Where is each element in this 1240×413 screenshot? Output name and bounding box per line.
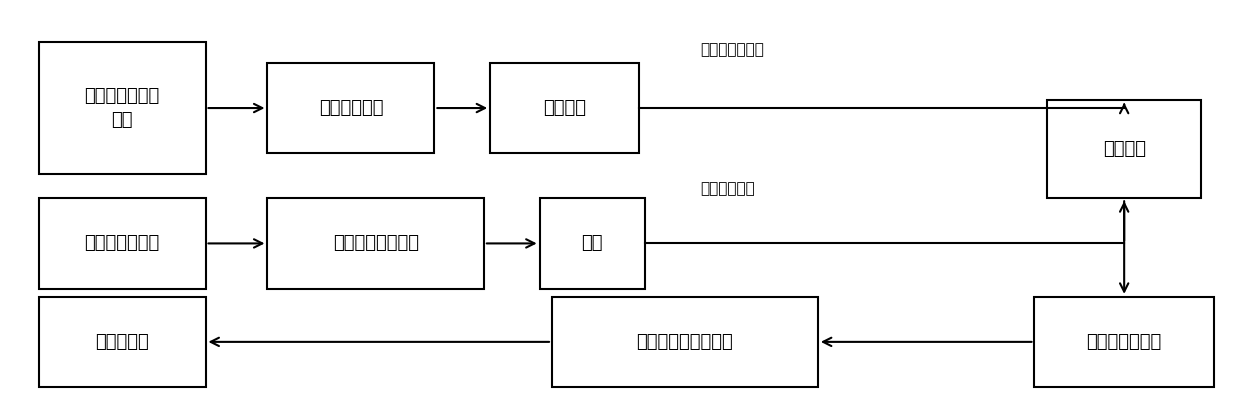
Text: 导电颗粒嵌入: 导电颗粒嵌入 <box>319 99 383 117</box>
FancyBboxPatch shape <box>268 198 484 289</box>
FancyBboxPatch shape <box>1047 100 1202 198</box>
FancyBboxPatch shape <box>490 63 639 153</box>
Text: 烘干: 烘干 <box>582 235 603 252</box>
Text: 有机物溶液制备: 有机物溶液制备 <box>84 235 160 252</box>
Text: 有机物薄膜基材
制备: 有机物薄膜基材 制备 <box>84 87 160 129</box>
FancyBboxPatch shape <box>268 63 434 153</box>
FancyBboxPatch shape <box>38 297 206 387</box>
FancyBboxPatch shape <box>539 198 645 289</box>
Text: 干燥加热: 干燥加热 <box>543 99 585 117</box>
Text: 第二次真空模压成型: 第二次真空模压成型 <box>636 333 733 351</box>
Text: 第一次模压成型: 第一次模压成型 <box>1086 333 1162 351</box>
FancyBboxPatch shape <box>38 198 206 289</box>
FancyBboxPatch shape <box>552 297 818 387</box>
Text: 上下表层材料: 上下表层材料 <box>701 181 755 196</box>
FancyBboxPatch shape <box>38 43 206 174</box>
FancyBboxPatch shape <box>1034 297 1214 387</box>
Text: 多层铺叠: 多层铺叠 <box>1102 140 1146 158</box>
Text: 蠕虫石墨浸渍处理: 蠕虫石墨浸渍处理 <box>332 235 419 252</box>
Text: 复合双极板: 复合双极板 <box>95 333 149 351</box>
Text: 层板单元预制体: 层板单元预制体 <box>701 42 764 57</box>
